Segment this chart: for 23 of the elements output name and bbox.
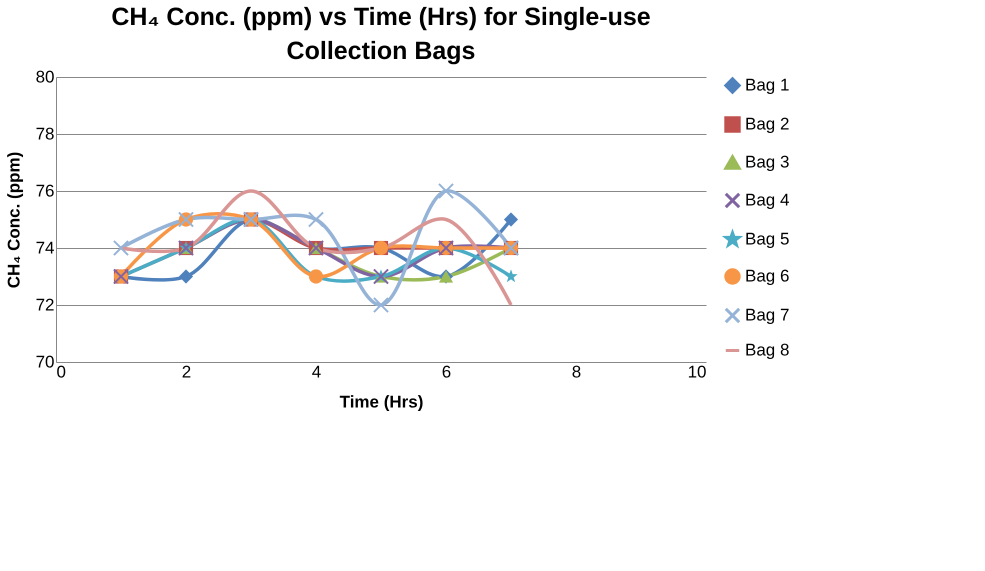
x-tick-label: 4 [312,362,322,382]
x-tick-label: 6 [442,362,452,382]
y-tick-label: 78 [36,124,54,144]
y-axis-title: CH₄ Conc. (ppm) [4,152,24,288]
legend-label: Bag 3 [745,152,790,172]
legend-label: Bag 1 [745,76,790,94]
x-tick-label: 2 [182,362,192,382]
x-tick-label: 10 [688,362,706,382]
x-tick-label: 0 [56,362,66,382]
legend-label: Bag 4 [745,190,790,210]
y-tick-label: 70 [36,352,54,372]
x-tick-label: 8 [572,362,582,382]
legend-label: Bag 2 [745,114,790,134]
legend-label: Bag 7 [745,306,790,324]
y-tick-label: 72 [36,296,54,314]
legend-label: Bag 6 [745,266,790,286]
y-tick-label: 80 [36,68,54,86]
y-tick-label: 76 [36,182,54,200]
y-tick-label: 74 [36,238,54,258]
x-axis-title: Time (Hrs) [340,392,424,412]
legend-label: Bag 8 [745,340,790,360]
chart-title: CH₄ Conc. (ppm) vs Time (Hrs) for Single-use Collection Bags [111,3,651,65]
legend-label: Bag 5 [745,230,790,248]
